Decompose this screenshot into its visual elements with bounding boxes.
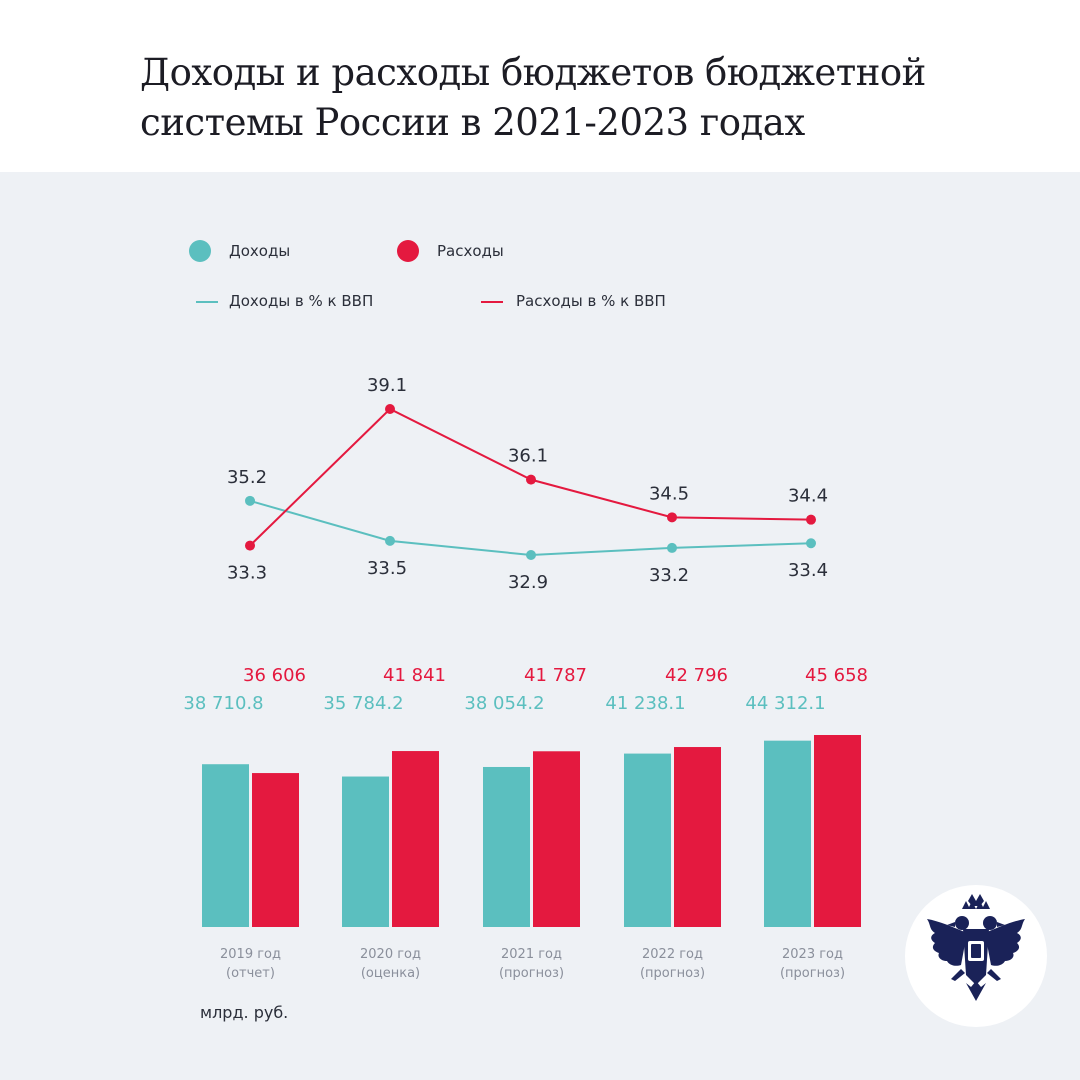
- category-label-status: (отчет): [226, 966, 275, 981]
- category-label-status: (прогноз): [640, 966, 705, 981]
- income-pct-label: 32.9: [508, 572, 548, 593]
- income-value-label: 38 710.8: [183, 693, 263, 714]
- income-bar: [764, 740, 811, 927]
- income-bar: [624, 753, 671, 927]
- legend-label-expense-pct: Расходы в % к ВВП: [516, 292, 666, 310]
- legend-line-income-pct: [196, 301, 218, 303]
- income-bar: [202, 764, 249, 927]
- unit-label: млрд. руб.: [200, 1003, 289, 1022]
- category-label-year: 2023 год: [782, 947, 843, 962]
- expense-pct-label: 34.4: [788, 486, 828, 507]
- expense-bar: [252, 773, 299, 927]
- income-value-label: 35 784.2: [323, 693, 403, 714]
- category-label-year: 2020 год: [360, 947, 421, 962]
- category-label-status: (оценка): [361, 966, 420, 981]
- header: Доходы и расходы бюджетов бюджетной сист…: [0, 0, 1080, 172]
- legend-label-income-pct: Доходы в % к ВВП: [229, 292, 374, 310]
- legend-label-income: Доходы: [229, 242, 291, 260]
- expense-value-label: 36 606: [243, 665, 306, 686]
- expense-value-label: 45 658: [805, 665, 868, 686]
- legend-line-expense-pct: [481, 301, 503, 303]
- expense-pct-label: 36.1: [508, 446, 548, 467]
- category-label-year: 2022 год: [642, 947, 703, 962]
- expense-bar: [674, 747, 721, 927]
- expense-value-label: 41 787: [524, 665, 587, 686]
- expense-pct-point: [667, 512, 677, 523]
- category-label-year: 2021 год: [501, 947, 562, 962]
- income-pct-point: [526, 550, 536, 560]
- expense-value-label: 41 841: [383, 665, 446, 686]
- chart-panel: [0, 172, 1080, 1080]
- expense-bar: [533, 751, 580, 927]
- legend-marker-expense: [397, 240, 419, 262]
- double-headed-eagle-icon: [927, 894, 1025, 1001]
- category-label-year: 2019 год: [220, 947, 281, 962]
- expense-pct-point: [385, 404, 395, 414]
- income-pct-point: [245, 495, 255, 506]
- income-pct-label: 33.2: [649, 565, 689, 586]
- income-value-label: 41 238.1: [605, 693, 685, 714]
- income-pct-point: [385, 535, 395, 546]
- expense-bar: [814, 735, 861, 927]
- income-pct-label: 35.2: [227, 467, 267, 488]
- expense-pct-label: 39.1: [367, 375, 407, 396]
- legend-label-expense: Расходы: [437, 242, 504, 260]
- income-value-label: 38 054.2: [464, 693, 544, 714]
- expense-pct-label: 33.3: [227, 563, 267, 584]
- income-pct-label: 33.4: [788, 560, 828, 581]
- income-pct-line: [249, 499, 812, 557]
- page-title: Доходы и расходы бюджетов бюджетной сист…: [140, 51, 926, 144]
- expense-pct-label: 34.5: [649, 483, 689, 504]
- income-value-label: 44 312.1: [745, 693, 825, 714]
- income-bar: [342, 776, 389, 927]
- category-label-status: (прогноз): [780, 966, 845, 981]
- income-pct-point: [806, 538, 816, 549]
- expense-pct-point: [245, 540, 255, 551]
- expense-pct-point: [526, 474, 536, 485]
- emblem: [905, 885, 1047, 1027]
- income-pct-point: [667, 542, 677, 553]
- income-pct-label: 33.5: [367, 558, 407, 579]
- legend-marker-income: [189, 240, 211, 262]
- expense-bar: [392, 751, 439, 927]
- category-label-status: (прогноз): [499, 966, 564, 981]
- expense-pct-point: [806, 514, 816, 525]
- expense-value-label: 42 796: [665, 665, 728, 686]
- income-bar: [483, 766, 530, 927]
